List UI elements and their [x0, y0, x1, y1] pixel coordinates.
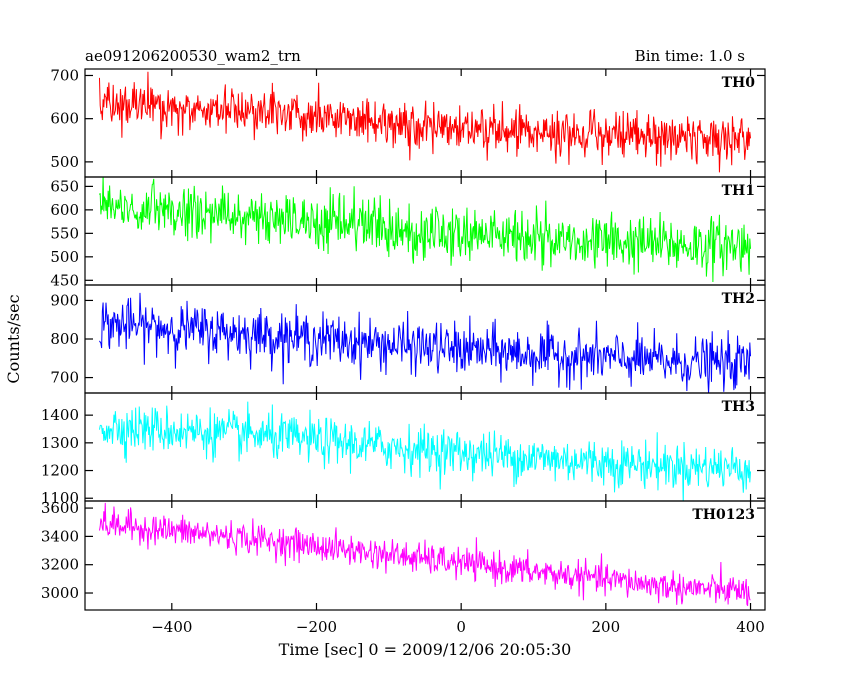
series-line-th3 — [98, 401, 752, 501]
panels: 500 600 700 TH0 450 500 550 600 650 TH1 700 800 900 T… — [41, 66, 766, 611]
y-tick-label: 3200 — [41, 556, 79, 574]
y-tick-label: 900 — [50, 291, 79, 309]
panel-th3: 1100 1200 1300 1400 TH3 — [41, 392, 766, 507]
panel-frame — [84, 68, 766, 178]
y-tick-label: 600 — [50, 110, 79, 128]
y-tick-label: 1100 — [41, 489, 79, 507]
x-axis: −400 −200 0 200 400 — [151, 618, 765, 636]
panel-frame — [84, 500, 766, 611]
series-label-th2: TH2 — [722, 291, 755, 307]
y-tick-label: 800 — [50, 330, 79, 348]
series-label-th0: TH0 — [722, 75, 756, 91]
panel-th1: 450 500 550 600 650 TH1 — [50, 176, 766, 289]
y-tick-label: 1400 — [41, 406, 79, 424]
x-axis-title: Time [sec] 0 = 2009/12/06 20:05:30 — [279, 640, 572, 659]
y-axis-title: Counts/sec — [4, 294, 23, 383]
y-tick-label: 1200 — [41, 462, 79, 480]
y-tick-label: 600 — [50, 201, 79, 219]
y-tick-label: 1300 — [41, 434, 79, 452]
x-tick-label: −200 — [296, 618, 337, 636]
y-tick-label: 500 — [50, 248, 79, 266]
y-tick-label: 650 — [50, 177, 79, 195]
y-tick-label: 450 — [50, 271, 79, 289]
x-tick-label: 200 — [592, 618, 621, 636]
y-tick-label: 3400 — [41, 527, 79, 545]
y-tick-label: 500 — [50, 153, 79, 171]
series-line-th0123 — [98, 502, 751, 607]
series-line-th0 — [98, 71, 752, 173]
y-tick-label: 550 — [50, 224, 79, 242]
panel-th0123: 3000 3200 3400 3600 TH0123 — [41, 499, 766, 611]
x-tick-label: 0 — [456, 618, 466, 636]
bin-time-label: Bin time: 1.0 s — [635, 47, 745, 65]
series-line-th1 — [99, 177, 752, 282]
series-line-th2 — [99, 292, 752, 393]
y-tick-label: 700 — [50, 66, 79, 84]
series-label-th1: TH1 — [722, 183, 755, 199]
y-tick-label: 700 — [50, 369, 79, 387]
chart-title: ae091206200530_wam2_trn — [85, 47, 301, 65]
panel-th2: 700 800 900 TH2 — [50, 284, 766, 394]
x-tick-label: 400 — [736, 618, 765, 636]
series-label-th0123: TH0123 — [692, 507, 755, 523]
panel-th0: 500 600 700 TH0 — [50, 66, 766, 178]
x-tick-label: −400 — [151, 618, 192, 636]
y-tick-label: 3000 — [41, 584, 79, 602]
series-label-th3: TH3 — [722, 399, 755, 415]
y-tick-label: 3600 — [41, 499, 79, 517]
